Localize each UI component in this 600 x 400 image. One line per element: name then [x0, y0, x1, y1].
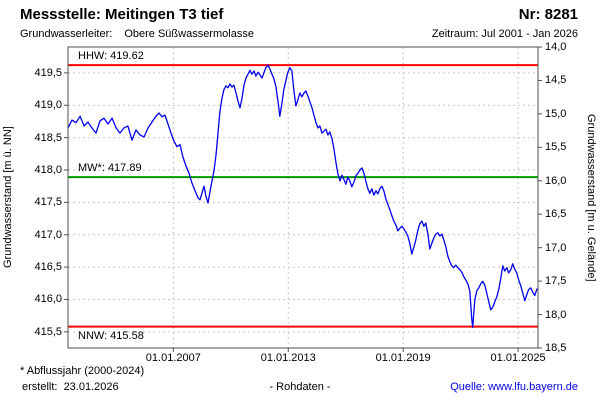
- station-number: Nr: 8281: [518, 6, 578, 23]
- aquifer-value: Obere Süßwassermolasse: [124, 28, 254, 40]
- source-link[interactable]: Quelle: www.lfu.bayern.de: [450, 381, 578, 393]
- footnote: * Abflussjahr (2000-2024): [20, 365, 145, 377]
- aquifer-label: Grundwasserleiter:: [20, 28, 113, 40]
- series-line: [67, 64, 538, 328]
- data-type-label: - Rohdaten -: [269, 381, 331, 393]
- plot-border: [67, 46, 539, 349]
- plot-background: [68, 47, 538, 348]
- aquifer-line: Grundwasserleiter: Obere Süßwassermolasse: [20, 28, 254, 40]
- page-title: Messstelle: Meitingen T3 tief: [20, 6, 224, 23]
- period-label: Zeitraum: Jul 2001 - Jan 2026: [431, 28, 578, 40]
- created-date: erstellt: 23.01.2026: [22, 381, 119, 393]
